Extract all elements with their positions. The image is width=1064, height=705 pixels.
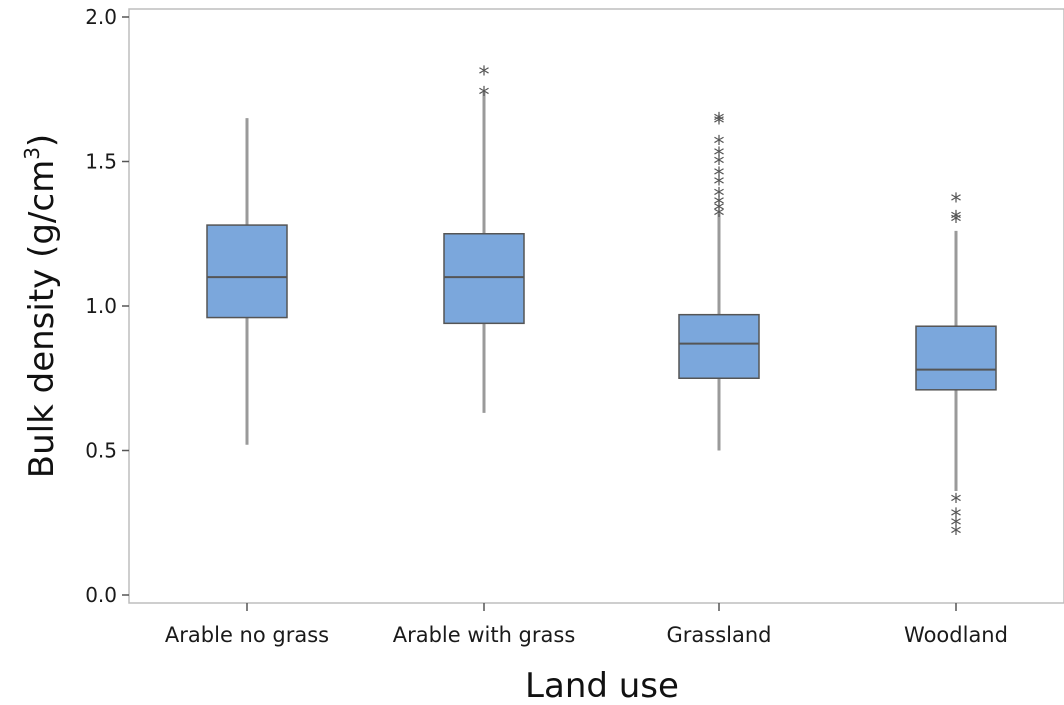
x-tick-label: Grassland [667, 623, 772, 647]
y-axis-title-close: ) [22, 134, 62, 147]
box-group [206, 118, 288, 445]
outlier-point: * [714, 205, 725, 230]
box-group: *********** [678, 109, 760, 451]
outlier-point: * [714, 173, 725, 198]
outlier-point: * [714, 109, 725, 134]
outlier-point: * [714, 199, 725, 224]
y-axis-title: Bulk density (g/cm3) [20, 134, 62, 478]
outlier-point: * [951, 210, 962, 235]
box-group: ******* [915, 190, 997, 548]
outlier-point: * [714, 132, 725, 157]
outlier-point: * [951, 491, 962, 516]
outlier-point: * [479, 63, 490, 88]
outlier-point: * [714, 193, 725, 218]
x-tick-label: Woodland [904, 623, 1008, 647]
x-tick-label: Arable with grass [393, 623, 576, 647]
y-axis: 0.0 0.5 1.0 1.5 2.0 [85, 5, 129, 607]
outlier-point: * [714, 153, 725, 178]
outlier-point: * [951, 208, 962, 233]
outlier-point: * [714, 164, 725, 189]
x-axis: Arable no grass Arable with grass Grasslan… [165, 603, 1008, 647]
y-tick-label: 0.0 [85, 583, 117, 607]
x-axis-title: Land use [525, 666, 679, 705]
y-axis-title-main: Bulk density (g/cm [22, 160, 62, 478]
iqr-box [206, 224, 288, 319]
outlier-point: * [479, 83, 490, 108]
boxes: ******************** [206, 63, 997, 548]
y-tick-label: 1.5 [85, 150, 117, 174]
box-group: ** [443, 63, 525, 413]
y-tick-label: 2.0 [85, 5, 117, 29]
outlier-point: * [951, 190, 962, 215]
outlier-point: * [951, 523, 962, 548]
y-axis-title-superscript: 3 [20, 147, 44, 160]
iqr-box [443, 233, 525, 325]
iqr-box [678, 313, 760, 380]
y-tick-label: 0.5 [85, 439, 117, 463]
y-tick-label: 1.0 [85, 294, 117, 318]
outlier-point: * [714, 184, 725, 209]
outlier-point: * [951, 514, 962, 539]
outlier-point: * [714, 112, 725, 137]
outlier-point: * [951, 505, 962, 530]
outlier-point: * [714, 144, 725, 169]
iqr-box [915, 325, 997, 391]
x-tick-label: Arable no grass [165, 623, 329, 647]
